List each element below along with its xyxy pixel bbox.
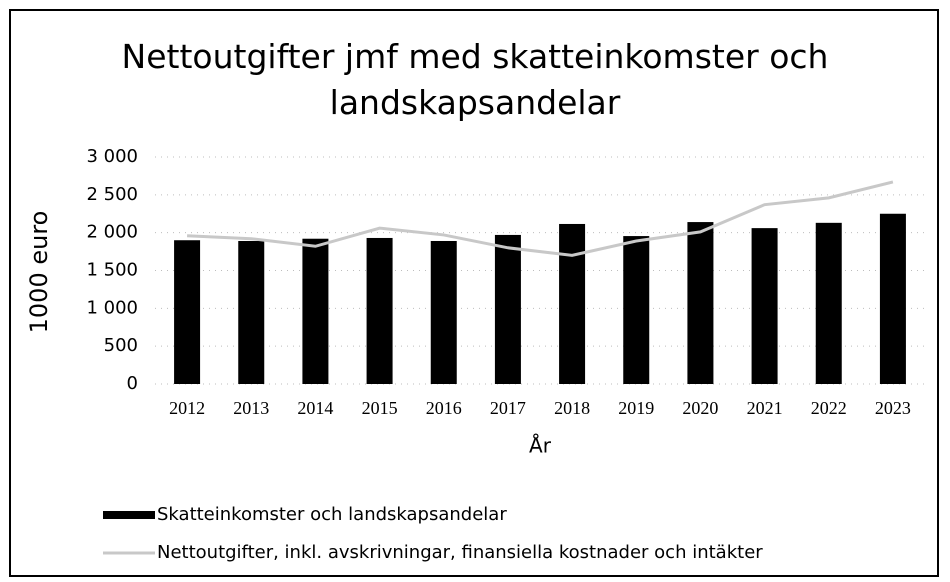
chart-title: Nettoutgifter jmf med skatteinkomster oc… xyxy=(121,37,829,122)
x-tick-label: 2019 xyxy=(618,398,654,418)
bar xyxy=(366,237,393,384)
x-tick-label: 2017 xyxy=(490,398,526,418)
x-tick-label: 2016 xyxy=(426,398,462,418)
legend-swatch xyxy=(103,511,155,519)
bar xyxy=(174,240,201,384)
y-tick-label: 0 xyxy=(127,373,138,394)
line xyxy=(187,180,894,257)
y-tick-label: 500 xyxy=(104,335,138,356)
bar xyxy=(623,236,650,384)
legend-label: Nettoutgifter, inkl. avskrivningar, fina… xyxy=(157,542,763,563)
x-tick-label: 2018 xyxy=(554,398,590,418)
bar xyxy=(494,234,521,384)
bar xyxy=(559,223,586,384)
y-axis-label: 1000 euro xyxy=(25,211,53,334)
y-tick-label: 1 000 xyxy=(86,297,138,318)
x-tick-label: 2014 xyxy=(297,398,333,418)
y-tick-label: 2 500 xyxy=(86,184,138,205)
y-tick-label: 2 000 xyxy=(86,222,138,243)
x-tick-label: 2015 xyxy=(362,398,398,418)
bar xyxy=(751,228,778,384)
chart-frame xyxy=(9,9,939,577)
legend-label: Skatteinkomster och landskapsandelar xyxy=(157,504,507,525)
x-tick-label: 2021 xyxy=(747,398,783,418)
y-tick-label: 3 000 xyxy=(86,146,138,167)
bar xyxy=(430,240,457,384)
x-tick-label: 2020 xyxy=(682,398,718,418)
bar xyxy=(815,222,842,384)
x-tick-label: 2023 xyxy=(875,398,911,418)
x-tick-label: 2022 xyxy=(811,398,847,418)
bar xyxy=(302,238,329,384)
x-tick-label: 2012 xyxy=(169,398,205,418)
bar xyxy=(687,222,714,384)
y-tick-label: 1 500 xyxy=(86,260,138,281)
x-axis-label: År xyxy=(529,434,552,458)
bar xyxy=(879,213,906,384)
bar xyxy=(238,240,265,384)
x-tick-label: 2013 xyxy=(233,398,269,418)
